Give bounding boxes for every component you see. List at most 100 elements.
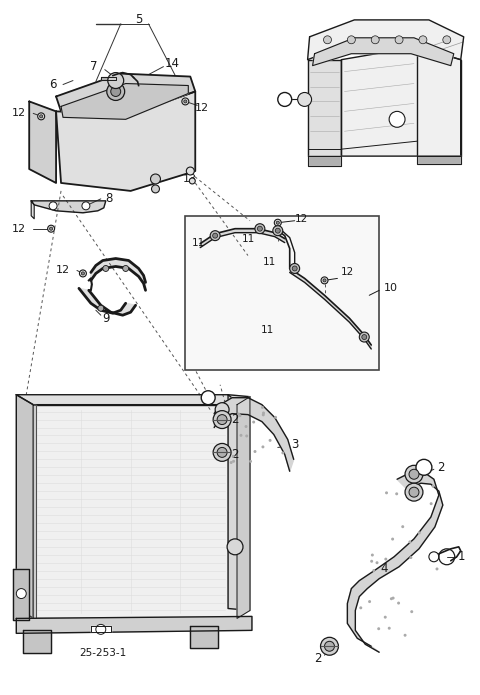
Circle shape [255,224,265,234]
Text: 12: 12 [295,214,308,224]
Polygon shape [308,156,341,166]
Circle shape [292,266,297,271]
Circle shape [39,115,43,118]
Circle shape [245,434,248,437]
Circle shape [384,616,387,619]
Text: 12: 12 [56,265,70,275]
Polygon shape [36,409,225,614]
Polygon shape [308,60,341,156]
Polygon shape [31,201,34,219]
Circle shape [323,279,326,282]
Polygon shape [237,397,250,619]
Circle shape [184,100,187,103]
Polygon shape [79,288,136,316]
Circle shape [257,226,263,231]
Polygon shape [290,268,371,349]
Circle shape [232,455,235,458]
Circle shape [111,86,120,97]
Circle shape [435,567,438,571]
Circle shape [432,484,434,488]
Circle shape [377,627,380,630]
Polygon shape [214,398,294,471]
Circle shape [362,334,367,340]
Circle shape [405,466,423,483]
Text: A: A [205,393,211,402]
Circle shape [151,174,160,184]
Text: A: A [394,115,401,124]
Circle shape [49,227,53,230]
Text: 5: 5 [135,13,142,26]
Circle shape [215,402,229,416]
Circle shape [395,36,403,44]
Circle shape [370,559,373,563]
Circle shape [186,167,194,175]
Text: 11: 11 [263,257,276,268]
Text: 7: 7 [90,60,97,73]
Polygon shape [16,395,33,619]
Polygon shape [417,156,461,164]
Circle shape [96,624,106,635]
Text: 12: 12 [12,108,26,118]
Circle shape [210,231,220,240]
Circle shape [201,391,215,404]
Circle shape [274,219,281,226]
Polygon shape [29,101,56,183]
Polygon shape [61,83,188,120]
Circle shape [360,606,362,610]
Text: 12: 12 [341,268,354,277]
Circle shape [98,305,104,311]
Circle shape [404,634,407,637]
Circle shape [108,72,124,88]
Polygon shape [13,569,29,621]
Circle shape [230,461,233,464]
Circle shape [79,270,86,277]
Circle shape [360,332,369,342]
Circle shape [371,553,374,557]
Circle shape [240,434,242,437]
Circle shape [321,637,338,655]
Circle shape [405,483,423,501]
Text: 2: 2 [231,448,239,461]
Polygon shape [33,404,36,619]
Text: 12: 12 [12,224,26,234]
Circle shape [395,492,398,496]
Text: 2: 2 [437,461,444,474]
Text: 1: 1 [458,550,466,563]
Circle shape [217,448,227,457]
Circle shape [82,202,90,210]
Circle shape [278,92,292,106]
Circle shape [16,589,26,598]
Text: 14: 14 [165,57,180,70]
Circle shape [276,221,279,224]
Circle shape [368,600,371,603]
Circle shape [103,265,109,272]
Circle shape [419,36,427,44]
Circle shape [388,627,391,630]
Circle shape [189,178,195,184]
Circle shape [418,531,421,534]
Circle shape [276,228,280,233]
Circle shape [384,557,387,561]
Circle shape [261,406,264,409]
Text: 9: 9 [102,311,109,325]
Circle shape [262,414,265,416]
Circle shape [416,459,432,475]
Polygon shape [56,74,195,115]
Text: 13: 13 [183,174,197,184]
Circle shape [385,491,388,494]
Circle shape [321,277,328,284]
Polygon shape [23,630,51,653]
Circle shape [324,36,332,44]
Circle shape [217,415,227,425]
Polygon shape [190,626,218,648]
Polygon shape [341,47,461,156]
Circle shape [232,460,235,463]
Circle shape [324,641,335,651]
Circle shape [375,562,379,564]
Polygon shape [33,404,240,619]
Polygon shape [312,38,454,65]
Circle shape [49,202,57,210]
Circle shape [371,36,379,44]
Circle shape [269,439,272,442]
Circle shape [107,83,125,101]
